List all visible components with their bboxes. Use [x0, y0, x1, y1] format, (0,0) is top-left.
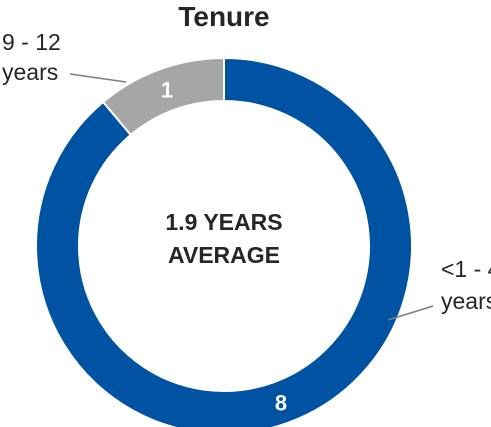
- leader-lines: [69, 73, 434, 321]
- center-average-line-2: AVERAGE: [168, 242, 280, 268]
- donut-slice-0: [35, 56, 413, 427]
- slice-category-label-1-line-1: years: [2, 59, 58, 85]
- slice-category-label-1-line-0: 9 - 12: [2, 29, 61, 55]
- donut-slices: [35, 56, 413, 427]
- slice-category-label-0-line-0: <1 - 4: [441, 256, 491, 282]
- slice-value-label-0: 8: [275, 390, 287, 415]
- center-average-line-1: 1.9 YEARS: [165, 209, 282, 235]
- donut-slice-1: [101, 56, 225, 137]
- leader-line-1: [69, 73, 127, 83]
- slice-value-label-1: 1: [161, 78, 173, 103]
- slice-category-label-0-line-1: years: [441, 288, 491, 314]
- chart-title: Tenure: [178, 1, 269, 32]
- leader-line-0: [387, 305, 434, 321]
